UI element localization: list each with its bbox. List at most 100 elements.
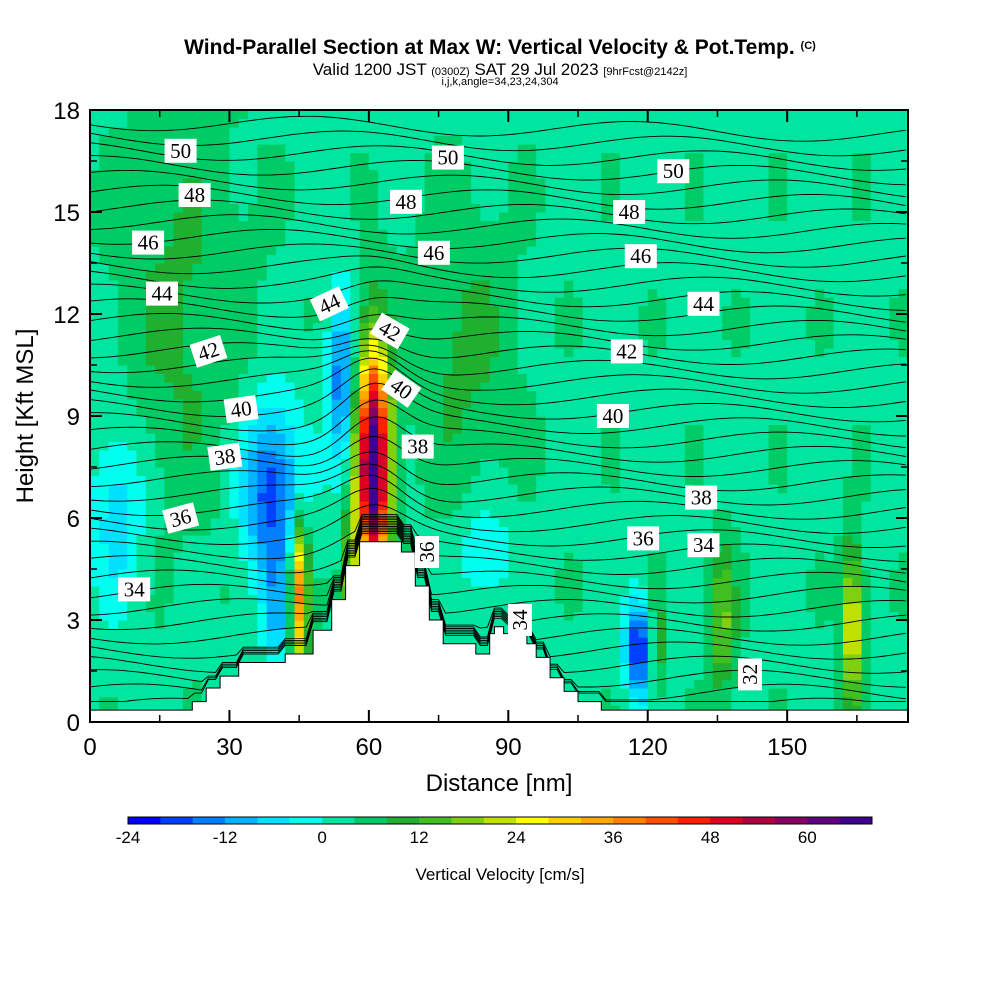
velocity-cell — [452, 450, 463, 460]
velocity-cell — [322, 203, 333, 213]
velocity-cell — [331, 314, 342, 324]
velocity-cell — [536, 569, 547, 579]
velocity-cell — [424, 348, 435, 358]
velocity-cell — [220, 169, 231, 179]
velocity-cell — [712, 594, 723, 604]
velocity-cell — [508, 484, 519, 494]
velocity-cell — [238, 450, 249, 460]
velocity-cell — [480, 305, 491, 315]
velocity-cell — [499, 339, 509, 349]
velocity-cell — [610, 484, 621, 494]
velocity-cell — [489, 577, 500, 587]
velocity-cell — [554, 254, 565, 264]
velocity-cell — [294, 543, 305, 553]
velocity-cell — [489, 484, 500, 494]
velocity-cell — [229, 365, 240, 375]
velocity-cell — [675, 679, 686, 689]
velocity-cell — [452, 229, 463, 239]
velocity-cell — [173, 441, 184, 451]
velocity-cell — [536, 450, 547, 460]
velocity-cell — [461, 484, 472, 494]
velocity-cell — [415, 305, 426, 315]
velocity-cell — [145, 637, 156, 647]
velocity-cell — [517, 382, 528, 392]
velocity-cell — [489, 339, 500, 349]
velocity-cell — [536, 535, 547, 545]
velocity-cell — [712, 509, 723, 519]
velocity-cell — [545, 169, 556, 179]
velocity-cell — [536, 322, 547, 332]
velocity-cell — [582, 186, 593, 196]
velocity-cell — [554, 246, 565, 256]
velocity-cell — [675, 518, 686, 528]
velocity-cell — [99, 331, 110, 341]
velocity-cell — [647, 705, 658, 715]
velocity-cell — [433, 220, 444, 230]
velocity-cell — [331, 331, 342, 341]
velocity-cell — [526, 458, 537, 468]
velocity-cell — [182, 212, 193, 222]
velocity-cell — [303, 382, 314, 392]
velocity-cell — [238, 297, 249, 307]
velocity-cell — [657, 280, 667, 290]
velocity-cell — [145, 526, 156, 536]
velocity-cell — [294, 152, 305, 162]
velocity-cell — [127, 127, 138, 137]
velocity-cell — [275, 552, 286, 562]
velocity-cell — [452, 135, 463, 145]
velocity-cell — [424, 144, 435, 154]
velocity-cell — [396, 297, 407, 307]
velocity-cell — [629, 688, 640, 698]
velocity-cell — [331, 365, 342, 375]
velocity-cell — [554, 458, 565, 468]
velocity-cell — [582, 484, 593, 494]
velocity-cell — [619, 679, 630, 689]
velocity-cell — [610, 543, 621, 553]
velocity-cell — [145, 382, 156, 392]
velocity-cell — [731, 543, 742, 553]
velocity-cell — [108, 543, 119, 553]
velocity-cell — [322, 552, 333, 562]
velocity-cell — [443, 339, 454, 349]
velocity-cell — [257, 178, 268, 188]
velocity-cell — [582, 467, 593, 477]
velocity-cell — [629, 144, 640, 154]
velocity-cell — [387, 118, 398, 128]
velocity-cell — [155, 305, 165, 315]
velocity-cell — [294, 390, 305, 400]
velocity-cell — [313, 450, 323, 460]
velocity-cell — [480, 441, 491, 451]
velocity-cell — [712, 484, 723, 494]
velocity-cell — [573, 382, 584, 392]
velocity-cell — [684, 237, 695, 247]
velocity-cell — [266, 229, 277, 239]
velocity-cell — [303, 229, 314, 239]
velocity-cell — [591, 161, 602, 171]
velocity-cell — [657, 288, 667, 298]
velocity-cell — [564, 246, 574, 256]
velocity-cell — [155, 263, 165, 273]
velocity-cell — [489, 356, 500, 366]
velocity-cell — [526, 314, 537, 324]
velocity-cell — [675, 186, 686, 196]
velocity-cell — [164, 611, 175, 621]
velocity-cell — [443, 543, 454, 553]
velocity-cell — [108, 339, 119, 349]
velocity-cell — [331, 271, 342, 281]
velocity-cell — [285, 577, 296, 587]
velocity-cell — [573, 144, 584, 154]
velocity-cell — [684, 263, 695, 273]
velocity-cell — [703, 254, 714, 264]
velocity-cell — [591, 152, 602, 162]
velocity-cell — [266, 288, 277, 298]
velocity-cell — [136, 620, 147, 630]
velocity-cell — [684, 611, 695, 621]
velocity-cell — [582, 475, 593, 485]
velocity-cell — [90, 645, 100, 655]
velocity-cell — [619, 399, 630, 409]
velocity-cell — [378, 373, 389, 383]
velocity-cell — [536, 475, 547, 485]
velocity-cell — [666, 603, 677, 613]
velocity-cell — [666, 679, 677, 689]
velocity-cell — [108, 169, 119, 179]
